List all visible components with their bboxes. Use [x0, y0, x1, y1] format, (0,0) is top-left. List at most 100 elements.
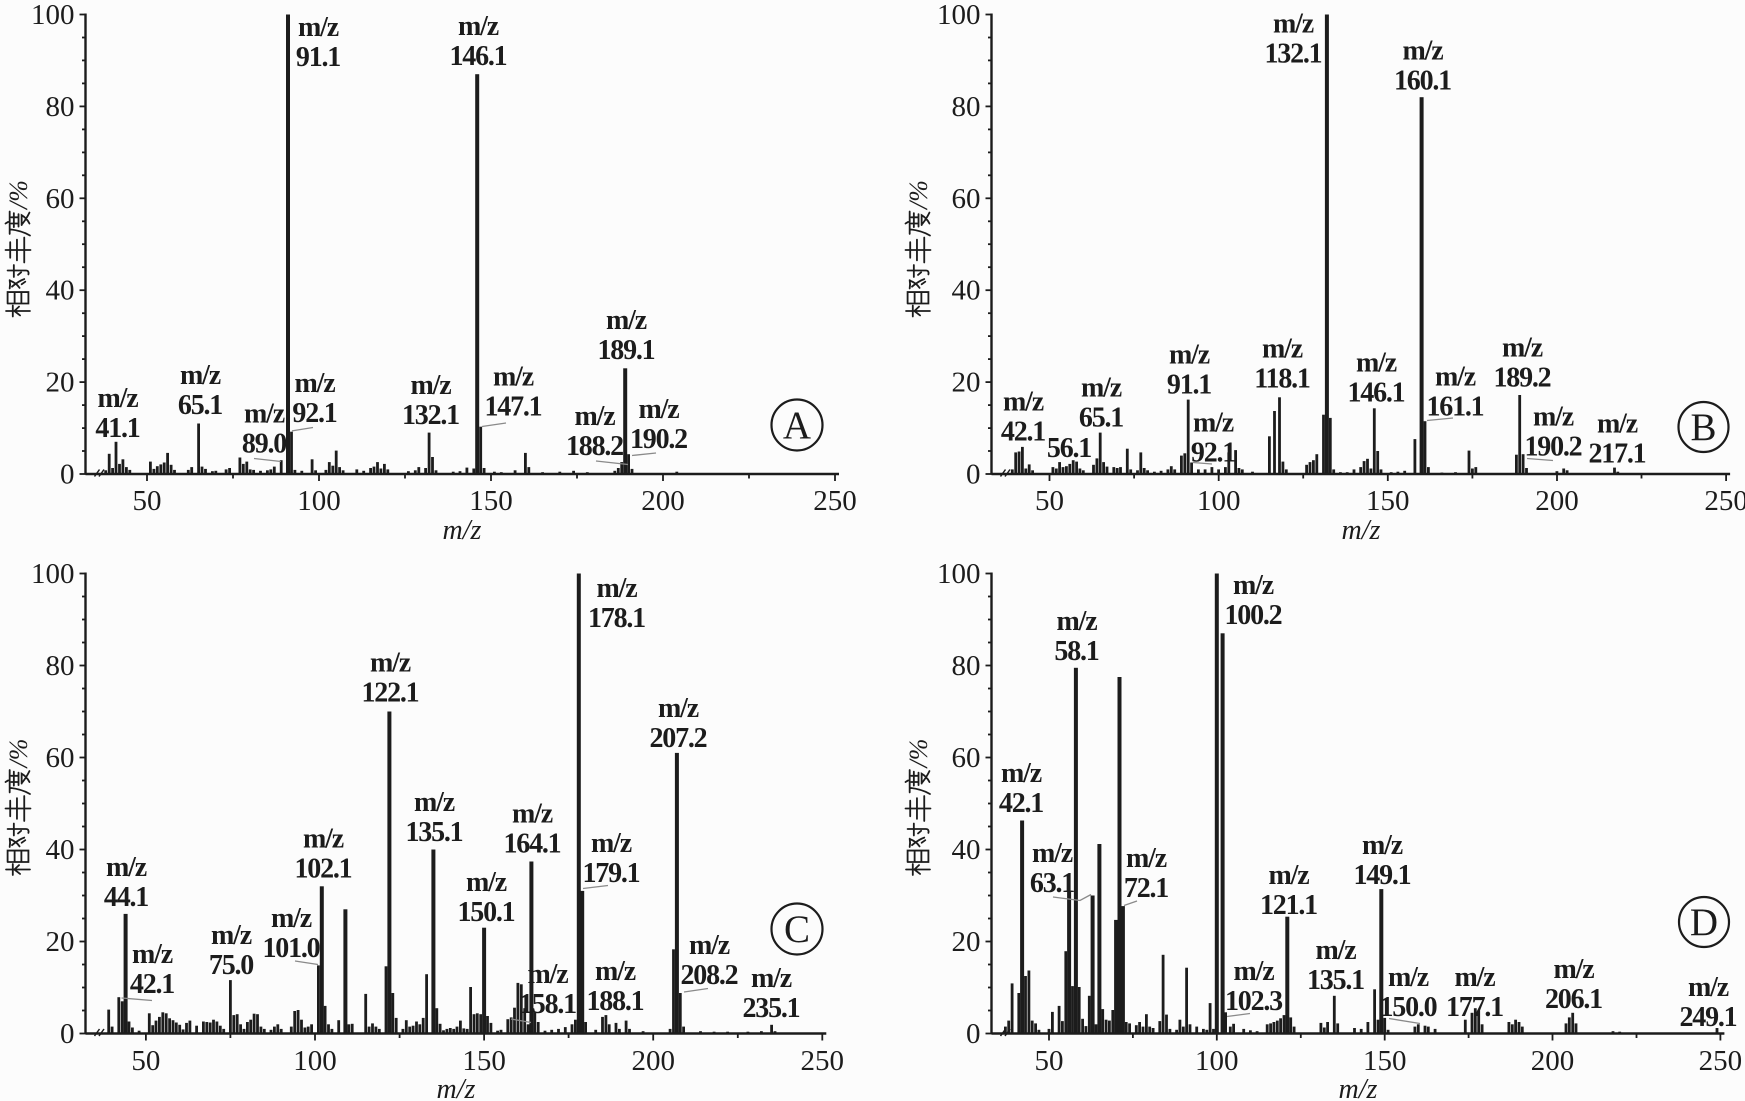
svg-text:200: 200 — [631, 1045, 675, 1077]
svg-text:92.1: 92.1 — [292, 398, 336, 429]
svg-text:132.1: 132.1 — [402, 400, 459, 431]
svg-text:118.1: 118.1 — [1254, 364, 1310, 395]
svg-text:150: 150 — [1366, 485, 1410, 517]
svg-text:132.1: 132.1 — [1264, 39, 1321, 70]
svg-text:100: 100 — [937, 0, 981, 31]
svg-text:190.2: 190.2 — [1524, 432, 1581, 463]
svg-text:m/z: m/z — [575, 401, 616, 432]
svg-text:m/z: m/z — [751, 963, 792, 994]
svg-text:65.1: 65.1 — [178, 390, 222, 421]
svg-text:m/z: m/z — [180, 360, 221, 391]
svg-text:m/z: m/z — [689, 930, 730, 961]
svg-text:40: 40 — [952, 275, 981, 307]
svg-text:50: 50 — [1035, 485, 1064, 517]
svg-text:C: C — [784, 908, 810, 951]
svg-text:249.1: 249.1 — [1679, 1002, 1736, 1033]
svg-text:146.1: 146.1 — [1347, 378, 1404, 409]
svg-text:189.2: 189.2 — [1493, 363, 1550, 394]
svg-text:91.1: 91.1 — [1167, 370, 1211, 401]
svg-text:m/z: m/z — [132, 939, 173, 970]
svg-text:75.0: 75.0 — [209, 950, 253, 981]
svg-text:56.1: 56.1 — [1047, 433, 1091, 464]
svg-text:250: 250 — [1699, 1045, 1743, 1077]
svg-text:147.1: 147.1 — [484, 392, 541, 423]
svg-text:0: 0 — [60, 459, 75, 491]
svg-text:m/z: m/z — [244, 399, 285, 430]
svg-text:135.1: 135.1 — [1307, 965, 1364, 996]
svg-text:m/z: m/z — [1597, 409, 1638, 440]
svg-text:100: 100 — [1195, 1045, 1239, 1077]
svg-text:41.1: 41.1 — [95, 413, 139, 444]
svg-text:250: 250 — [813, 485, 857, 517]
svg-text:m/z: m/z — [303, 824, 344, 855]
svg-text:m/z: m/z — [298, 12, 339, 43]
svg-text:m/z: m/z — [1688, 972, 1729, 1003]
svg-text:m/z: m/z — [1234, 956, 1275, 987]
svg-text:89.0: 89.0 — [242, 429, 286, 460]
svg-text:m/z: m/z — [1126, 843, 1167, 874]
svg-text:42.1: 42.1 — [1001, 417, 1045, 448]
svg-text:150: 150 — [1363, 1045, 1407, 1077]
svg-text:250: 250 — [801, 1045, 845, 1077]
svg-text:m/z: m/z — [1269, 860, 1310, 891]
svg-text:m/z: m/z — [437, 1074, 476, 1101]
svg-text:m/z: m/z — [639, 394, 680, 425]
svg-text:80: 80 — [952, 91, 981, 123]
svg-text:60: 60 — [46, 742, 75, 774]
svg-text:m/z: m/z — [597, 573, 638, 604]
svg-text:m/z: m/z — [606, 305, 647, 336]
svg-text:m/z: m/z — [1273, 9, 1314, 40]
svg-text:44.1: 44.1 — [104, 882, 148, 913]
svg-text:60: 60 — [46, 183, 75, 215]
svg-text:m/z: m/z — [98, 383, 139, 414]
svg-text:m/z: m/z — [1388, 962, 1429, 993]
svg-text:50: 50 — [131, 1045, 160, 1077]
svg-text:188.2: 188.2 — [566, 431, 623, 462]
svg-text:m/z: m/z — [591, 828, 632, 859]
svg-text:200: 200 — [641, 485, 685, 517]
svg-text:m/z: m/z — [411, 370, 452, 401]
svg-text:208.2: 208.2 — [680, 960, 737, 991]
svg-text:100: 100 — [937, 558, 981, 590]
svg-text:m/z: m/z — [1533, 402, 1574, 433]
svg-text:0: 0 — [966, 1018, 981, 1050]
svg-text:190.2: 190.2 — [630, 424, 687, 455]
svg-text:188.1: 188.1 — [586, 986, 643, 1017]
svg-text:m/z: m/z — [1502, 333, 1543, 364]
svg-text:206.1: 206.1 — [1545, 984, 1602, 1015]
svg-text:m/z: m/z — [1362, 830, 1403, 861]
svg-text:80: 80 — [46, 650, 75, 682]
svg-text:m/z: m/z — [1262, 334, 1303, 365]
svg-text:60: 60 — [952, 183, 981, 215]
svg-text:m/z: m/z — [1081, 373, 1122, 404]
svg-text:20: 20 — [46, 926, 75, 958]
svg-text:135.1: 135.1 — [405, 817, 462, 848]
svg-text:40: 40 — [46, 275, 75, 307]
svg-text:160.1: 160.1 — [1394, 66, 1451, 97]
svg-text:m/z: m/z — [1339, 1074, 1378, 1101]
svg-text:60: 60 — [952, 742, 981, 774]
svg-text:150.1: 150.1 — [457, 897, 514, 928]
svg-text:m/z: m/z — [1554, 954, 1595, 985]
svg-text:100: 100 — [293, 1045, 337, 1077]
svg-text:100: 100 — [1197, 485, 1241, 517]
svg-text:m/z: m/z — [1193, 408, 1234, 439]
svg-text:20: 20 — [952, 367, 981, 399]
svg-text:40: 40 — [952, 834, 981, 866]
svg-text:91.1: 91.1 — [296, 42, 340, 73]
svg-text:0: 0 — [60, 1018, 75, 1050]
svg-text:189.1: 189.1 — [597, 335, 654, 366]
svg-text:0: 0 — [966, 459, 981, 491]
svg-text:m/z: m/z — [1032, 838, 1073, 869]
svg-text:200: 200 — [1535, 485, 1579, 517]
svg-text:m/z: m/z — [370, 648, 411, 679]
svg-text:80: 80 — [952, 650, 981, 682]
svg-text:161.1: 161.1 — [1426, 392, 1483, 423]
svg-text:m/z: m/z — [1356, 348, 1397, 379]
svg-text:m/z: m/z — [458, 11, 499, 42]
svg-text:m/z: m/z — [512, 799, 553, 830]
svg-text:A: A — [783, 404, 811, 447]
svg-text:50: 50 — [1035, 1045, 1064, 1077]
svg-text:m/z: m/z — [1001, 758, 1042, 789]
svg-text:102.1: 102.1 — [294, 854, 351, 885]
